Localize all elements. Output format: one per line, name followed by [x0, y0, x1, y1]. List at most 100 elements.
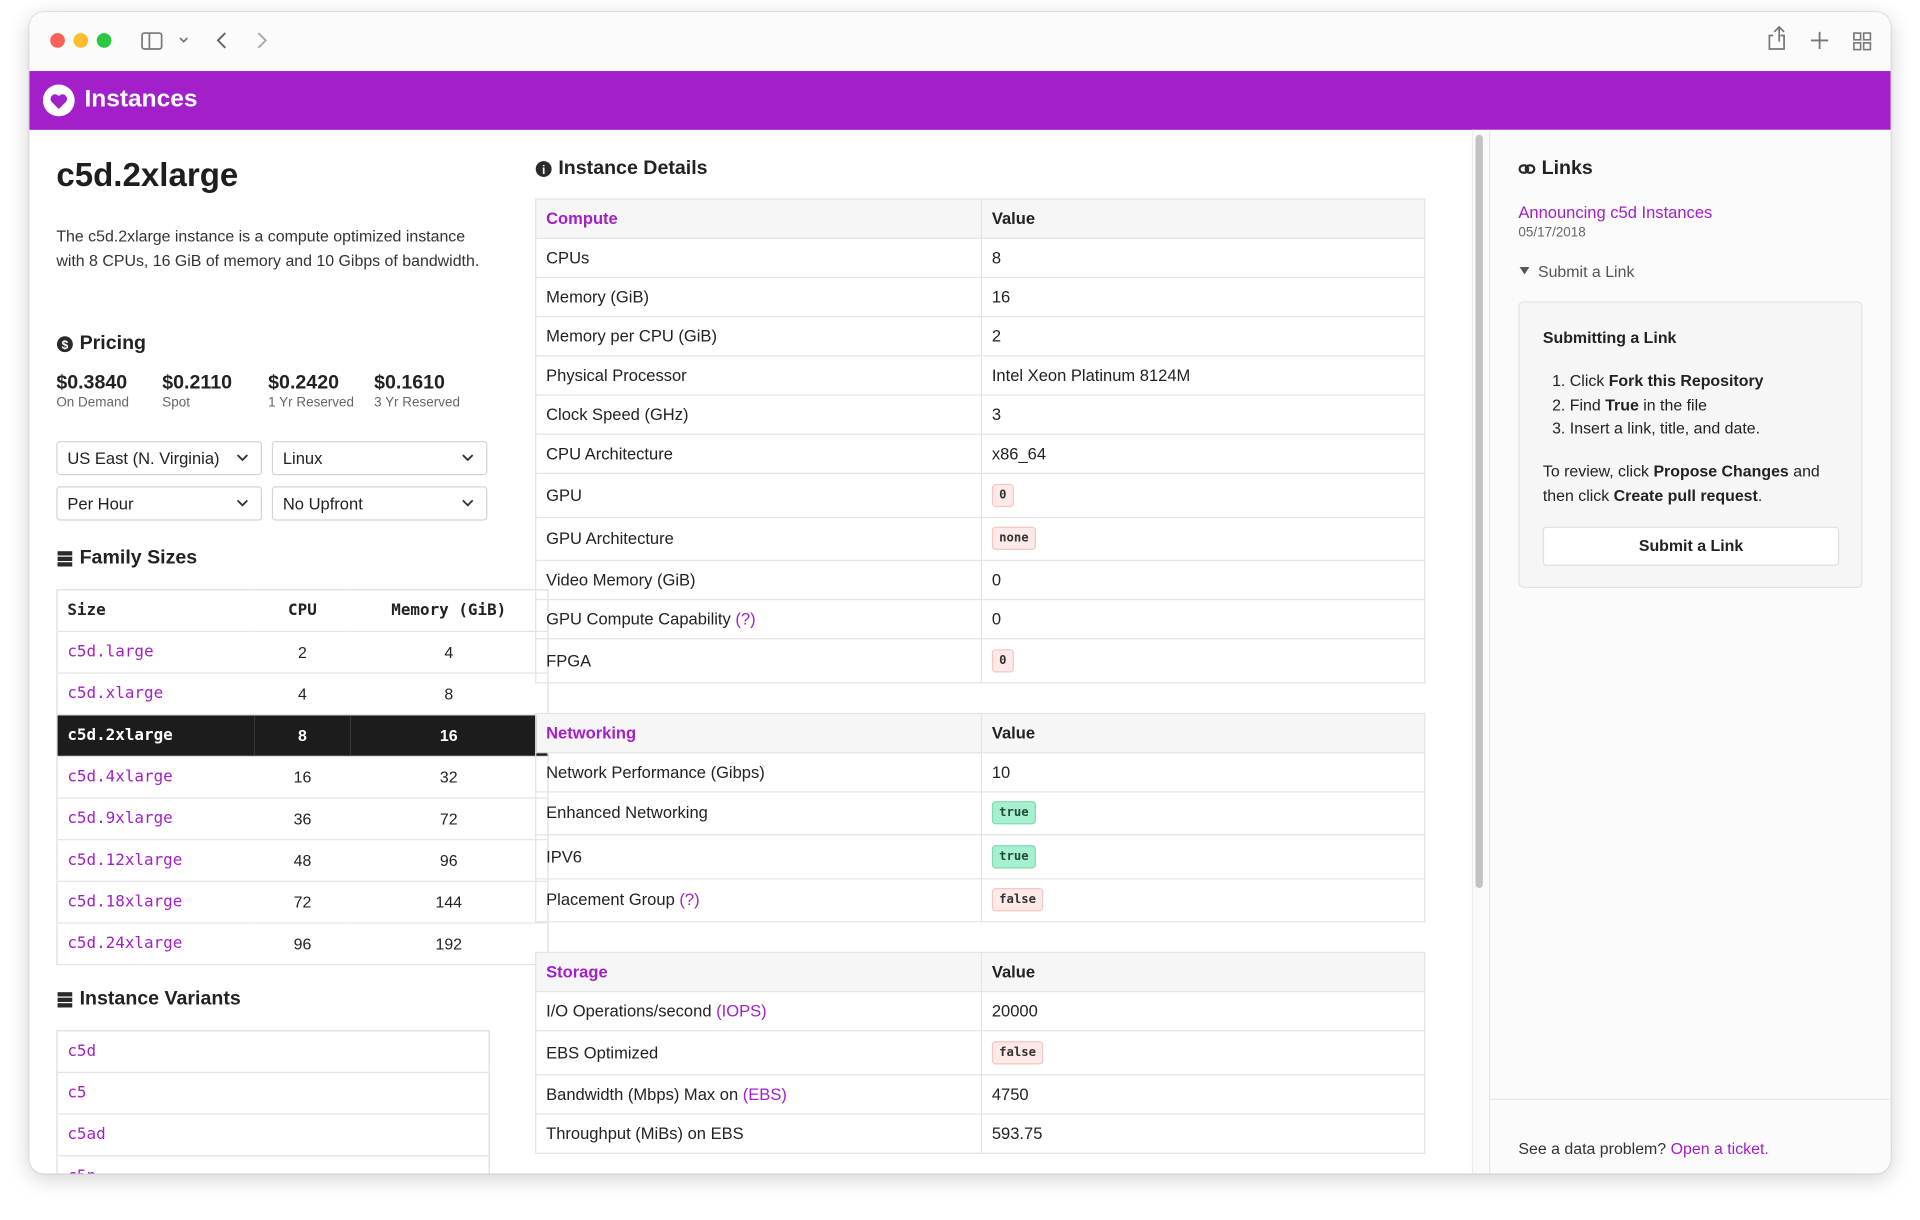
detail-row: Clock Speed (GHz) 3	[535, 394, 1426, 435]
cell: 4	[254, 673, 351, 716]
minimize-button[interactable]	[73, 33, 89, 48]
detail-row: I/O Operations/second (IOPS) 20000	[535, 990, 1426, 1032]
heading-text: Instance Variants	[79, 988, 241, 1010]
text: Click	[1569, 371, 1609, 390]
ticket-link[interactable]: Open a ticket.	[1670, 1139, 1769, 1158]
value-text: 593.75	[991, 1123, 1043, 1143]
detail-value: 0	[980, 472, 1426, 518]
cell: 16	[254, 756, 351, 799]
variant-link[interactable]: c5d	[56, 1030, 490, 1074]
cell: 72	[254, 881, 351, 924]
help-link[interactable]: (?)	[735, 610, 756, 629]
size-link[interactable]: c5d.xlarge	[56, 673, 255, 716]
tab-overview-button[interactable]	[1853, 32, 1872, 51]
size-row[interactable]: c5d.4xlarge 16 32	[56, 756, 548, 799]
logo[interactable]	[42, 84, 75, 117]
variant-row: c5	[56, 1072, 490, 1115]
variant-link[interactable]: c5n	[56, 1155, 490, 1174]
heading-text: Instance Details	[558, 158, 708, 179]
size-row[interactable]: c5d.12xlarge 48 96	[56, 839, 548, 882]
detail-value: true	[980, 834, 1426, 879]
value-text: 20000	[991, 1001, 1038, 1021]
badge: false	[991, 888, 1044, 912]
sidebar-toggle[interactable]	[141, 32, 188, 50]
submit-box: Submitting a Link Click Fork this Reposi…	[1518, 301, 1863, 588]
select-text: No Upfront	[282, 494, 363, 514]
text: and then click	[1542, 461, 1820, 505]
select[interactable]: Linux	[271, 440, 488, 476]
variant-link[interactable]: c5ad	[56, 1114, 490, 1157]
footer: See a data problem? Open a ticket.	[1518, 1139, 1768, 1157]
cell: 144	[350, 881, 548, 924]
share-button[interactable]	[1768, 25, 1785, 50]
help-link[interactable]: (IOPS)	[716, 1001, 767, 1021]
detail-row: CPUs 8	[535, 237, 1426, 279]
close-button[interactable]	[50, 33, 65, 48]
toolbar-icons	[50, 25, 1872, 51]
help-link[interactable]: (?)	[679, 890, 700, 910]
value-text: 0	[991, 610, 1002, 629]
cell: 36	[254, 798, 351, 841]
size-link[interactable]: c5d.12xlarge	[56, 839, 255, 882]
size-row[interactable]: c5d.24xlarge 96 192	[56, 922, 548, 966]
chevron	[462, 454, 474, 462]
heading-text: Family Sizes	[79, 547, 198, 569]
select[interactable]: Per Hour	[56, 486, 263, 521]
badge: true	[991, 844, 1037, 869]
detail-row: Video Memory (GiB) 0	[535, 559, 1426, 601]
size-row[interactable]: c5d.9xlarge 36 72	[56, 798, 548, 841]
variants-heading: Instance Variants	[56, 987, 241, 1011]
size-row[interactable]: c5d.xlarge 4 8	[56, 673, 548, 716]
heading-text: Links	[1541, 158, 1593, 179]
new-tab-button[interactable]	[1811, 31, 1829, 49]
select[interactable]: US East (N. Virginia)	[56, 440, 263, 476]
detail-label: I/O Operations/second (IOPS)	[535, 990, 983, 1032]
badge: false	[991, 1040, 1044, 1065]
size-link[interactable]: c5d.2xlarge	[56, 714, 255, 757]
size-link[interactable]: c5d.large	[56, 631, 255, 674]
submit-toggle[interactable]: Submit a Link	[1518, 262, 1634, 281]
icon: $	[56, 336, 73, 353]
label-text: Memory (GiB)	[546, 287, 649, 307]
cell: 48	[254, 839, 351, 882]
detail-label: Network Performance (Gibps)	[535, 751, 983, 792]
submit-button[interactable]: Submit a Link	[1542, 526, 1840, 566]
cell: 2	[254, 631, 351, 674]
review-text: To review, click Propose Changes and the…	[1543, 459, 1849, 508]
zoom-button[interactable]	[96, 33, 112, 48]
size-row[interactable]: c5d.2xlarge 8 16	[56, 714, 548, 757]
forward-button[interactable]	[257, 32, 268, 49]
detail-row: Throughput (MiBs) on EBS 593.75	[535, 1112, 1426, 1154]
back-button[interactable]	[216, 32, 226, 49]
variant-row: c5n	[56, 1155, 490, 1174]
value-text: 8	[991, 248, 1002, 268]
price-value: $0.2420	[268, 372, 339, 394]
size-row[interactable]: c5d.18xlarge 72 144	[56, 881, 548, 924]
size-link[interactable]: c5d.18xlarge	[56, 881, 255, 924]
detail-row: Memory per CPU (GiB) 2	[535, 316, 1426, 357]
size-link[interactable]: c5d.24xlarge	[56, 922, 255, 966]
help-link[interactable]: (EBS)	[742, 1084, 787, 1104]
step: Insert a link, title, and date.	[1570, 416, 1876, 440]
variant-link[interactable]: c5	[56, 1072, 490, 1115]
detail-row: IPV6 true	[535, 834, 1426, 879]
size-row[interactable]: c5d.large 2 4	[56, 631, 548, 674]
svg-text:$: $	[61, 338, 68, 352]
value-text: Intel Xeon Platinum 8124M	[991, 366, 1191, 385]
link-title[interactable]: Announcing c5d Instances	[1518, 203, 1713, 222]
price: $0.3840 On Demand	[56, 372, 161, 410]
detail-label: GPU Architecture	[535, 516, 983, 561]
text: Insert a link, title, and date.	[1569, 418, 1761, 438]
select[interactable]: No Upfront	[271, 486, 488, 521]
detail-label: CPUs	[535, 237, 983, 279]
price-value: $0.3840	[56, 372, 128, 394]
detail-row: Bandwidth (Mbps) Max on (EBS) 4750	[535, 1073, 1426, 1115]
scrollbar-thumb[interactable]	[1475, 134, 1483, 889]
label-text: Clock Speed (GHz)	[546, 405, 689, 424]
size-link[interactable]: c5d.9xlarge	[56, 798, 255, 841]
size-link[interactable]: c5d.4xlarge	[56, 756, 255, 799]
detail-label: Enhanced Networking	[535, 790, 983, 836]
app-title[interactable]: Instances	[84, 85, 198, 113]
